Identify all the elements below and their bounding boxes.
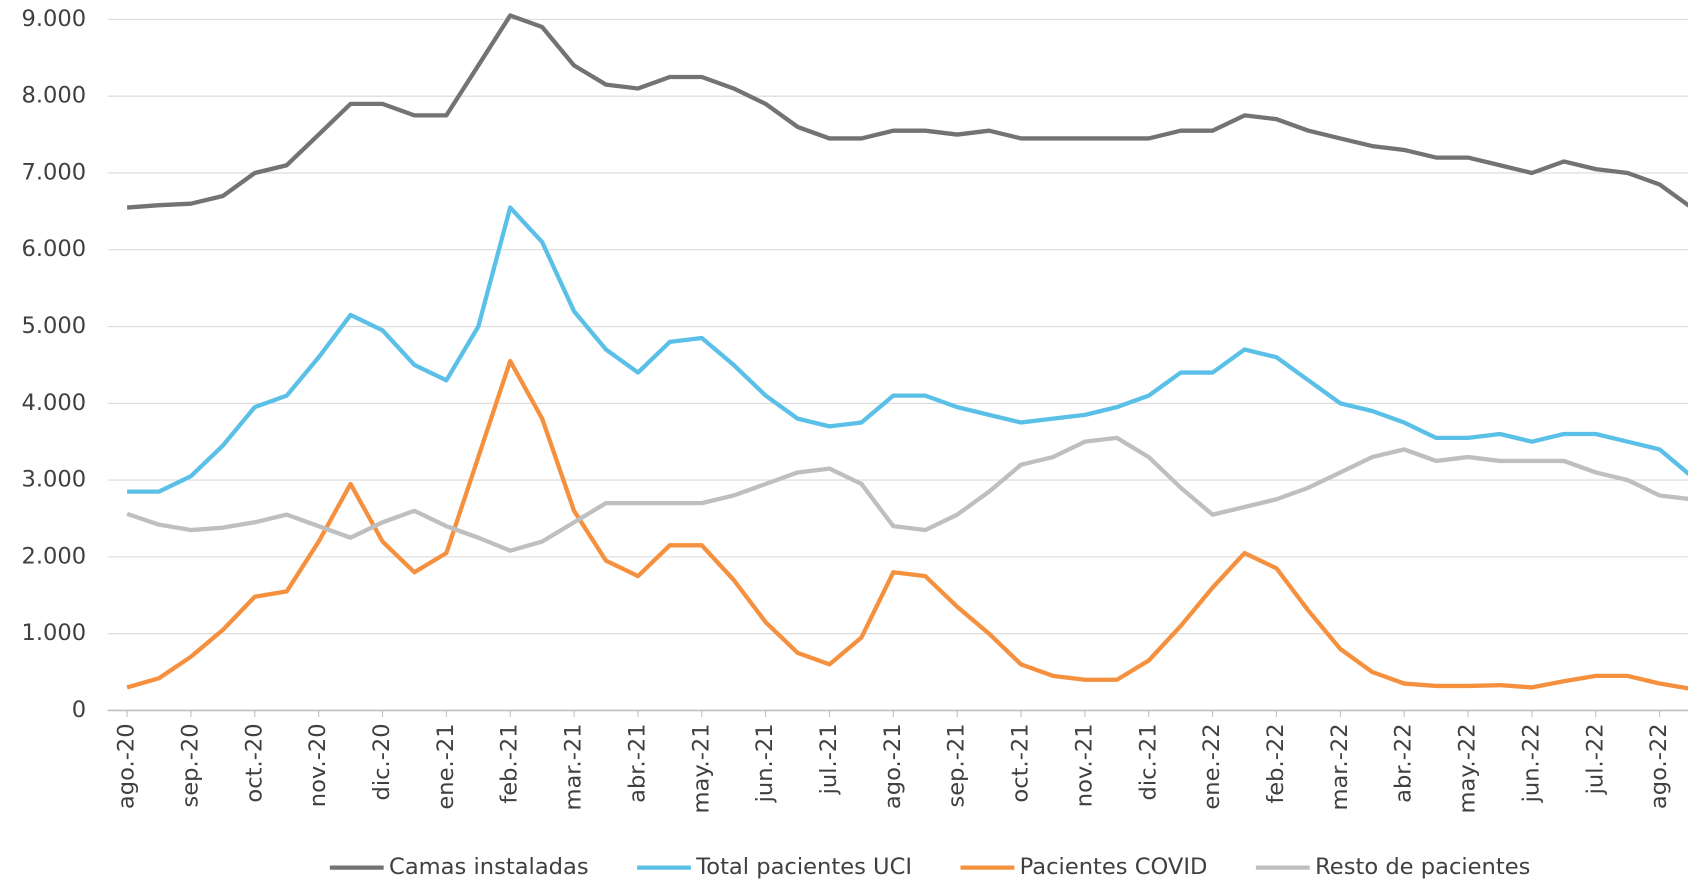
x-tick-label: feb.-21 — [497, 723, 523, 803]
series-line — [126, 358, 1688, 691]
x-tick-label: mar.-22 — [1327, 723, 1353, 810]
x-tick-label: may.-22 — [1455, 723, 1481, 813]
x-tick-label: mar.-21 — [561, 723, 587, 810]
x-tick-label: nov.-20 — [305, 723, 331, 807]
y-tick-label: 8.000 — [21, 83, 86, 109]
legend-label: Pacientes COVID — [1020, 854, 1208, 880]
y-tick-label: 6.000 — [21, 236, 86, 262]
x-tick-label: jul.-22 — [1582, 723, 1608, 795]
y-tick-label: 7.000 — [21, 159, 86, 185]
y-tick-label: 5.000 — [21, 313, 86, 339]
x-tick-label: ago.-21 — [880, 723, 906, 809]
x-tick-label: nov.-21 — [1071, 723, 1097, 807]
x-tick-label: sep.-20 — [177, 723, 203, 807]
x-tick-label: oct.-21 — [1008, 723, 1034, 802]
y-tick-label: 1.000 — [21, 620, 86, 646]
x-tick-label: ene.-21 — [433, 723, 459, 809]
x-tick-label: dic.-20 — [369, 723, 395, 800]
series-line — [127, 205, 1688, 494]
series-line — [126, 435, 1688, 553]
legend-label: Total pacientes UCI — [695, 854, 912, 880]
y-tick-label: 0 — [72, 697, 86, 723]
x-tick-label: jun.-21 — [752, 723, 778, 803]
x-tick-label: sep.-21 — [944, 723, 970, 807]
x-tick-label: abr.-21 — [624, 723, 650, 803]
x-tick-label: abr.-22 — [1391, 723, 1417, 802]
x-tick-label: feb.-22 — [1263, 723, 1289, 803]
x-tick-label: ago.-20 — [114, 723, 140, 809]
legend: Camas instaladas Total pacientes UCI Pacie… — [329, 854, 1530, 880]
x-tick-label: ago.-22 — [1646, 723, 1672, 809]
x-tick-label: jun.-22 — [1518, 723, 1544, 803]
y-tick-label: 9.000 — [21, 6, 86, 32]
y-tick-label: 2.000 — [21, 543, 86, 569]
x-tick-label: ene.-22 — [1199, 723, 1225, 809]
x-tick-label: oct.-20 — [241, 723, 267, 802]
x-tick-label: dic.-21 — [1135, 723, 1161, 800]
x-tick-label: jul.-21 — [816, 723, 842, 795]
legend-label: Resto de pacientes — [1315, 854, 1530, 880]
series-line — [126, 13, 1688, 210]
y-tick-label: 3.000 — [21, 467, 86, 493]
y-tick-label: 4.000 — [21, 390, 86, 416]
x-tick-label: may.-21 — [688, 723, 714, 813]
legend-label: Camas instaladas — [389, 854, 589, 880]
